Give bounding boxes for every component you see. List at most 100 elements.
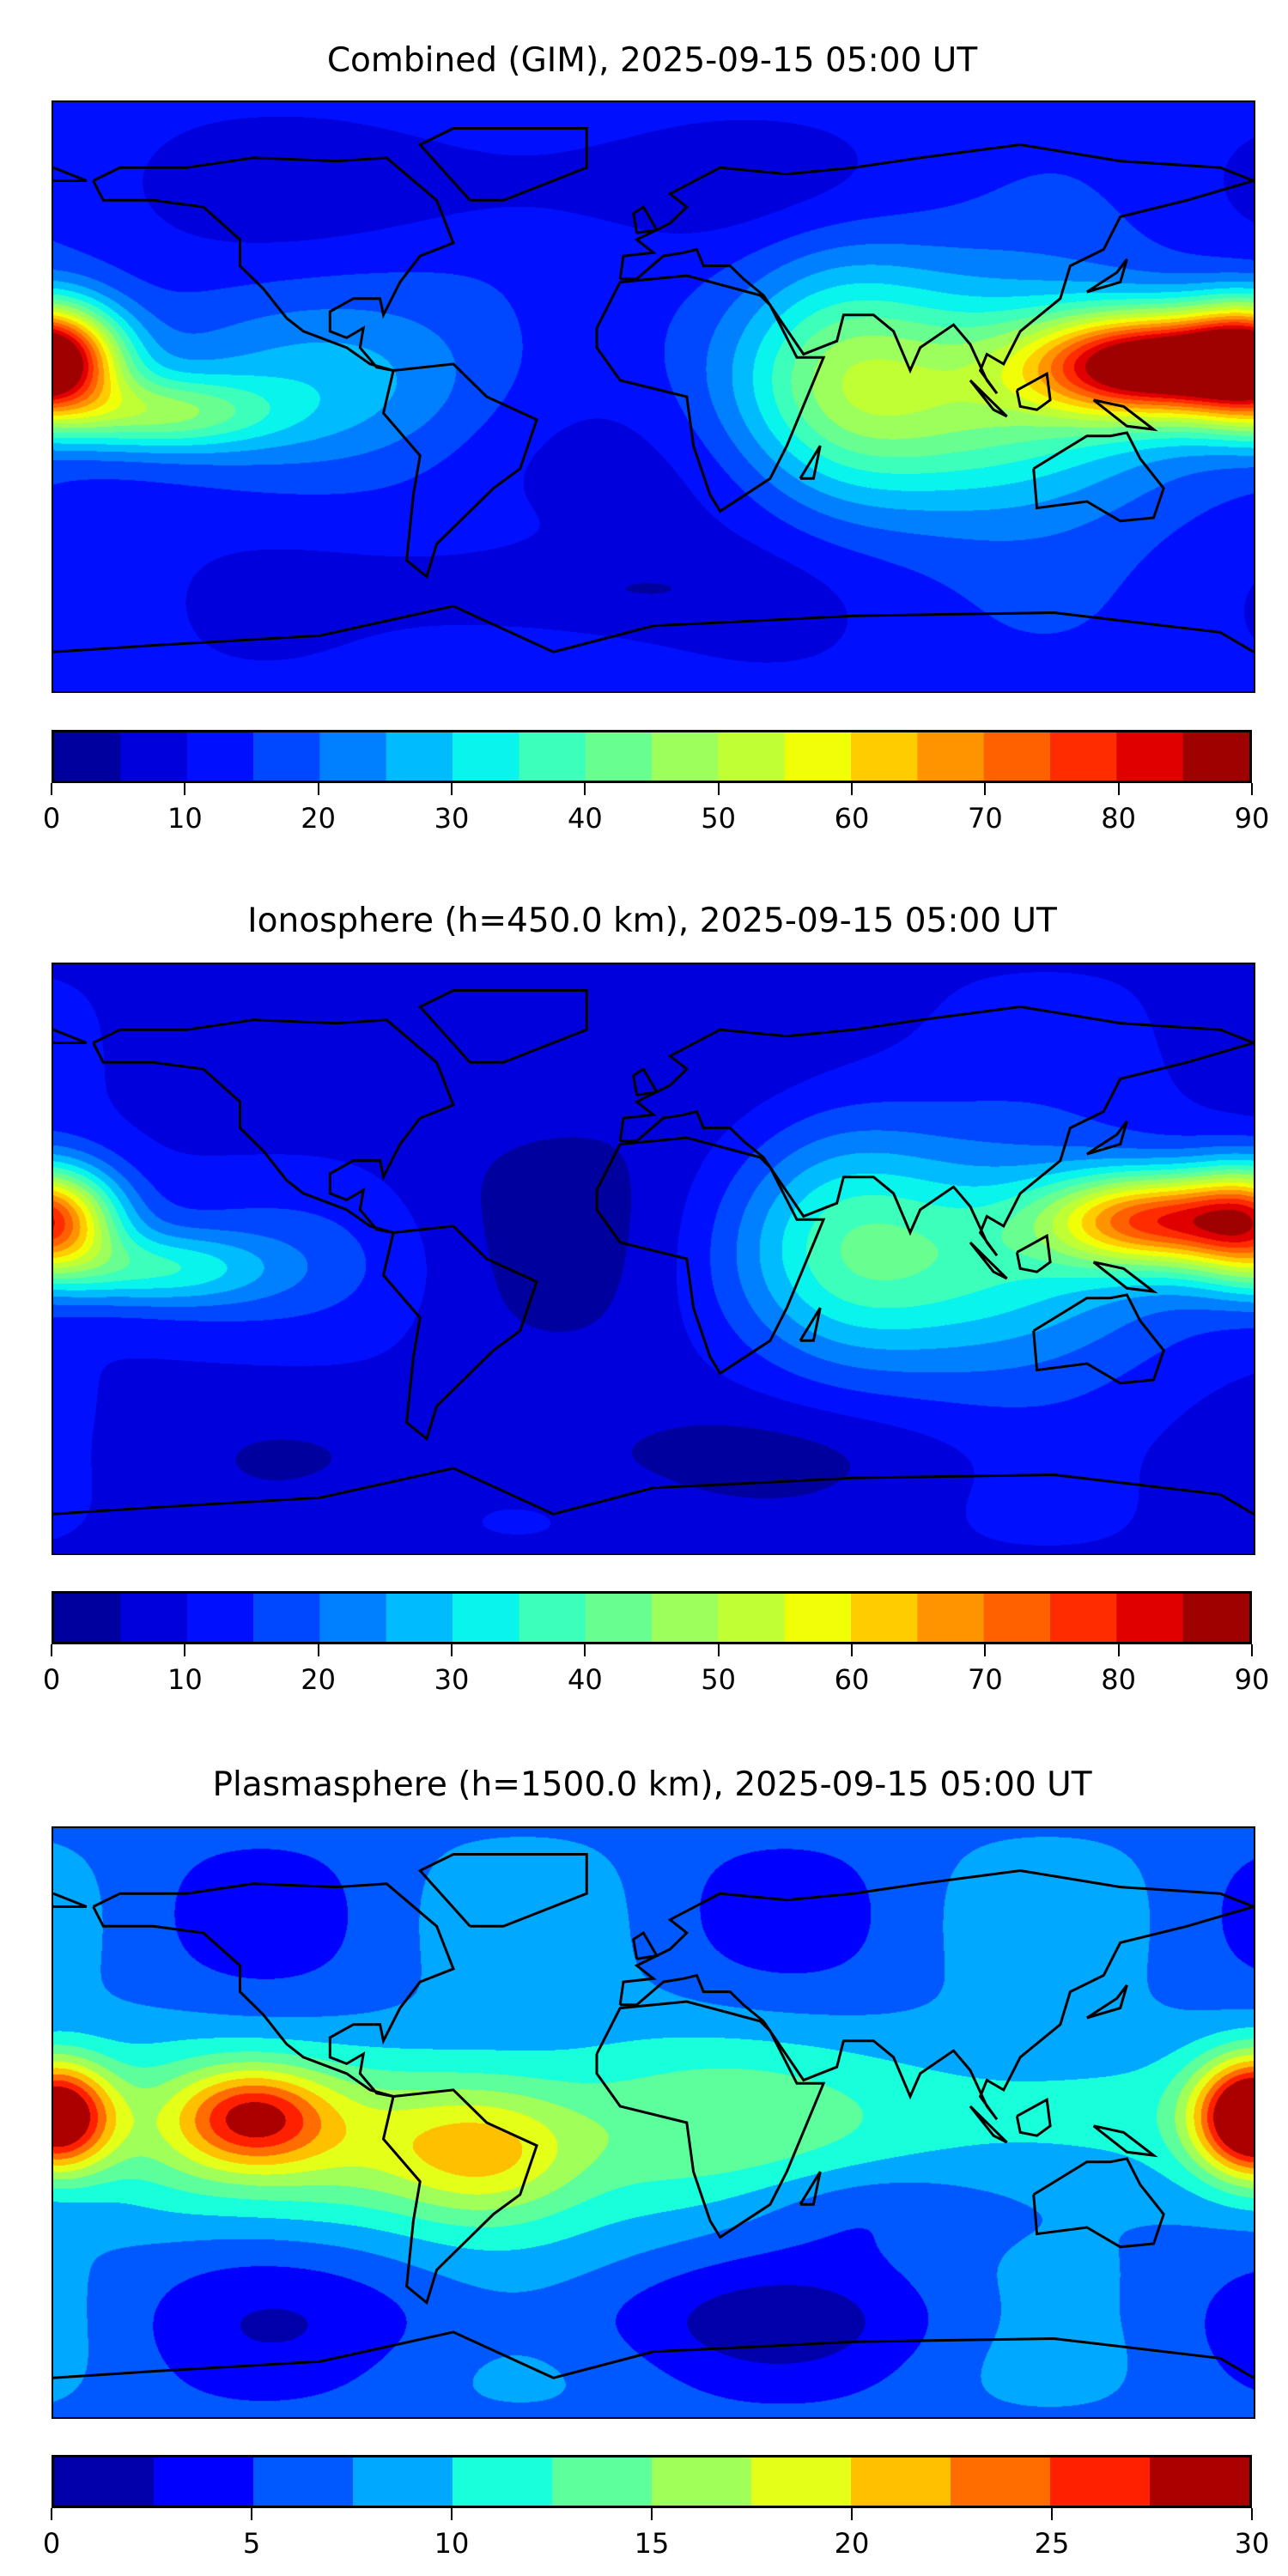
- colorbar-tick-mark: [651, 2508, 653, 2520]
- colorbar-tick-label: 80: [1101, 802, 1137, 835]
- ionosphere-colorbar: [52, 1591, 1252, 1644]
- colorbar-segment: [751, 2458, 854, 2506]
- coastline: [1092, 398, 1158, 432]
- plasmasphere-tec-map: [52, 1826, 1255, 2419]
- colorbar-tick-label: 15: [634, 2527, 670, 2560]
- colorbar-segment: [585, 732, 653, 781]
- coastline: [53, 166, 88, 182]
- colorbar-tick-mark: [51, 2508, 52, 2520]
- coastline: [969, 1241, 1008, 1280]
- coastline: [632, 1930, 659, 1960]
- colorbar-segment: [386, 732, 454, 781]
- colorbar-segment: [851, 2458, 953, 2506]
- colorbar-tick-mark: [584, 783, 586, 795]
- colorbar-segment: [386, 1594, 454, 1642]
- colorbar-segment: [951, 2458, 1053, 2506]
- coastlines: [53, 1853, 1254, 2379]
- coastline: [92, 156, 455, 372]
- colorbar-tick-label: 10: [167, 1663, 203, 1696]
- colorbar-tick-label: 40: [567, 802, 603, 835]
- colorbar-tick-mark: [584, 1644, 586, 1656]
- coastline: [1032, 431, 1165, 523]
- coastline: [799, 445, 822, 480]
- colorbar-tick-label: 30: [434, 802, 470, 835]
- colorbar-tick-label: 10: [434, 2527, 470, 2560]
- colorbar-segment: [784, 732, 853, 781]
- coastline: [1015, 371, 1052, 411]
- colorbar-tick-label: 0: [42, 802, 61, 835]
- colorbar-segment: [253, 1594, 321, 1642]
- colorbar-segment: [120, 732, 189, 781]
- coastline: [92, 1882, 455, 2098]
- coastline: [632, 204, 659, 234]
- coastline: [799, 2171, 822, 2206]
- colorbar-tick-mark: [450, 1644, 453, 1656]
- tec-contour-field: [53, 964, 1254, 1553]
- colorbar-segment: [1182, 732, 1249, 781]
- colorbar-tick-mark: [850, 1644, 853, 1656]
- colorbar-segment: [585, 1594, 653, 1642]
- plasmasphere-colorbar-ticks: 0 5 10 15 20 25 30: [43, 2508, 1269, 2560]
- coastline: [1032, 2157, 1165, 2249]
- ionosphere-tec-map: [52, 963, 1255, 1555]
- colorbar-segment: [253, 732, 321, 781]
- colorbar-tick-mark: [250, 2508, 252, 2520]
- colorbar-segment: [120, 1594, 189, 1642]
- colorbar-segment: [319, 1594, 388, 1642]
- colorbar-tick-label: 80: [1101, 1663, 1137, 1696]
- colorbar-tick-label: 40: [567, 1663, 603, 1696]
- coastline: [381, 362, 538, 580]
- plasmasphere-map-title: Plasmasphere (h=1500.0 km), 2025-09-15 0…: [212, 1765, 1092, 1804]
- colorbar-tick-mark: [1251, 783, 1253, 795]
- colorbar-tick-label: 60: [834, 1663, 870, 1696]
- colorbar-tick-label: 5: [242, 2527, 261, 2560]
- colorbar-segment: [253, 2458, 355, 2506]
- coastline: [618, 1005, 1254, 1257]
- coastline: [1015, 2097, 1052, 2137]
- colorbar-tick-label: 0: [42, 2527, 61, 2560]
- colorbar-segment: [718, 1594, 787, 1642]
- colorbar-tick-label: 20: [834, 2527, 870, 2560]
- colorbar-segment: [54, 2458, 156, 2506]
- colorbar-tick-label: 70: [967, 1663, 1003, 1696]
- coastline: [417, 127, 588, 202]
- colorbar-segment: [718, 732, 787, 781]
- colorbar-segment: [54, 732, 122, 781]
- combined-colorbar: [52, 730, 1252, 783]
- colorbar-segment: [552, 2458, 654, 2506]
- colorbar-segment: [54, 1594, 122, 1642]
- colorbar-tick-label: 0: [42, 1663, 61, 1696]
- colorbar-tick-mark: [984, 1644, 987, 1656]
- coastline: [595, 1136, 826, 1376]
- colorbar-segment: [453, 1594, 520, 1642]
- colorbar-tick-label: 60: [834, 802, 870, 835]
- plasmasphere-colorbar: [52, 2455, 1252, 2508]
- colorbar-segment: [652, 1594, 720, 1642]
- colorbar-tick-mark: [450, 2508, 453, 2520]
- coastlines: [53, 127, 1254, 653]
- coastline: [799, 1307, 822, 1342]
- coastline: [92, 1018, 455, 1234]
- colorbar-segment: [784, 1594, 853, 1642]
- colorbar-segment: [353, 2458, 455, 2506]
- tec-contour-field: [53, 1828, 1254, 2417]
- colorbar-tick-mark: [1251, 1644, 1253, 1656]
- colorbar-segment: [1050, 1594, 1118, 1642]
- coastline: [969, 2105, 1008, 2144]
- colorbar-segment: [917, 732, 986, 781]
- coastline: [417, 1853, 588, 1928]
- colorbar-tick-label: 90: [1234, 802, 1270, 835]
- colorbar-segment: [652, 2458, 754, 2506]
- combined-map-title: Combined (GIM), 2025-09-15 05:00 UT: [326, 41, 978, 80]
- ionosphere-colorbar-ticks: 0 10 20 30 40 50 60 70 80 90: [43, 1644, 1269, 1696]
- colorbar-segment: [519, 1594, 587, 1642]
- colorbar-tick-mark: [717, 1644, 720, 1656]
- colorbar-tick-mark: [1117, 1644, 1120, 1656]
- colorbar-tick-mark: [850, 783, 853, 795]
- coastline: [53, 1892, 88, 1908]
- coastline: [53, 605, 1254, 653]
- colorbar-tick-mark: [717, 783, 720, 795]
- colorbar-tick-label: 90: [1234, 1663, 1270, 1696]
- colorbar-tick-mark: [184, 1644, 186, 1656]
- colorbar-segment: [186, 1594, 255, 1642]
